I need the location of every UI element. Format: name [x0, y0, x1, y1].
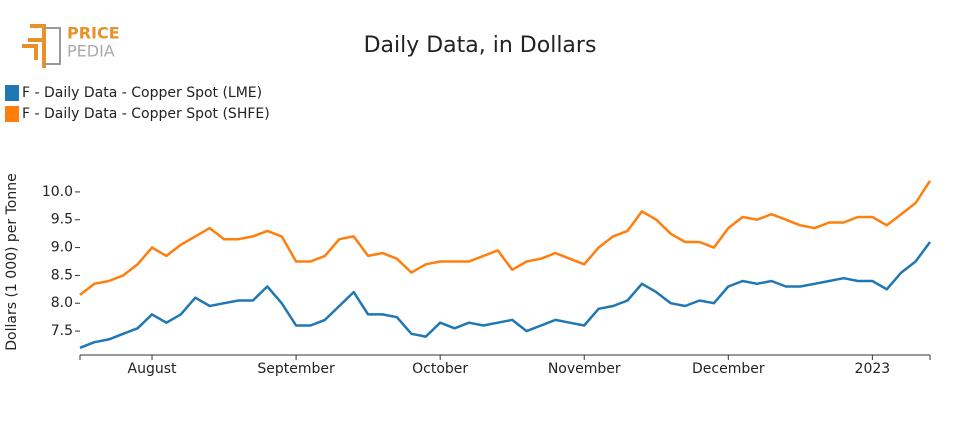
- series-line: [79, 180, 932, 296]
- series-line: [79, 241, 932, 349]
- logo-text: PEDIA: [67, 42, 115, 61]
- logo-frame: [44, 27, 61, 65]
- legend-label: F - Daily Data - Copper Spot (SHFE): [22, 106, 270, 122]
- x-tick-label: 2023: [855, 361, 891, 377]
- x-tick-label: November: [548, 361, 621, 377]
- x-tick-label: October: [412, 361, 468, 377]
- y-tick-label: 8.0: [51, 295, 73, 311]
- y-axis-label: Dollars (1 000) per Tonne: [4, 173, 20, 350]
- chart-title: Daily Data, in Dollars: [364, 33, 597, 58]
- y-tick-label: 10.0: [42, 184, 73, 200]
- y-tick-label: 8.5: [51, 267, 73, 283]
- legend-swatch: [5, 106, 19, 122]
- x-tick-label: September: [257, 361, 335, 377]
- y-tick-label: 9.0: [51, 240, 73, 256]
- x-tick-label: August: [128, 361, 178, 377]
- y-tick-label: 9.5: [51, 212, 73, 228]
- x-tick-label: December: [692, 361, 765, 377]
- y-tick-label: 7.5: [51, 323, 73, 339]
- logo-mark: [22, 24, 46, 68]
- legend-swatch: [5, 85, 19, 101]
- logo-text: PRICE: [67, 24, 120, 43]
- legend-label: F - Daily Data - Copper Spot (LME): [22, 85, 262, 101]
- logo: PRICE PEDIA: [22, 24, 120, 68]
